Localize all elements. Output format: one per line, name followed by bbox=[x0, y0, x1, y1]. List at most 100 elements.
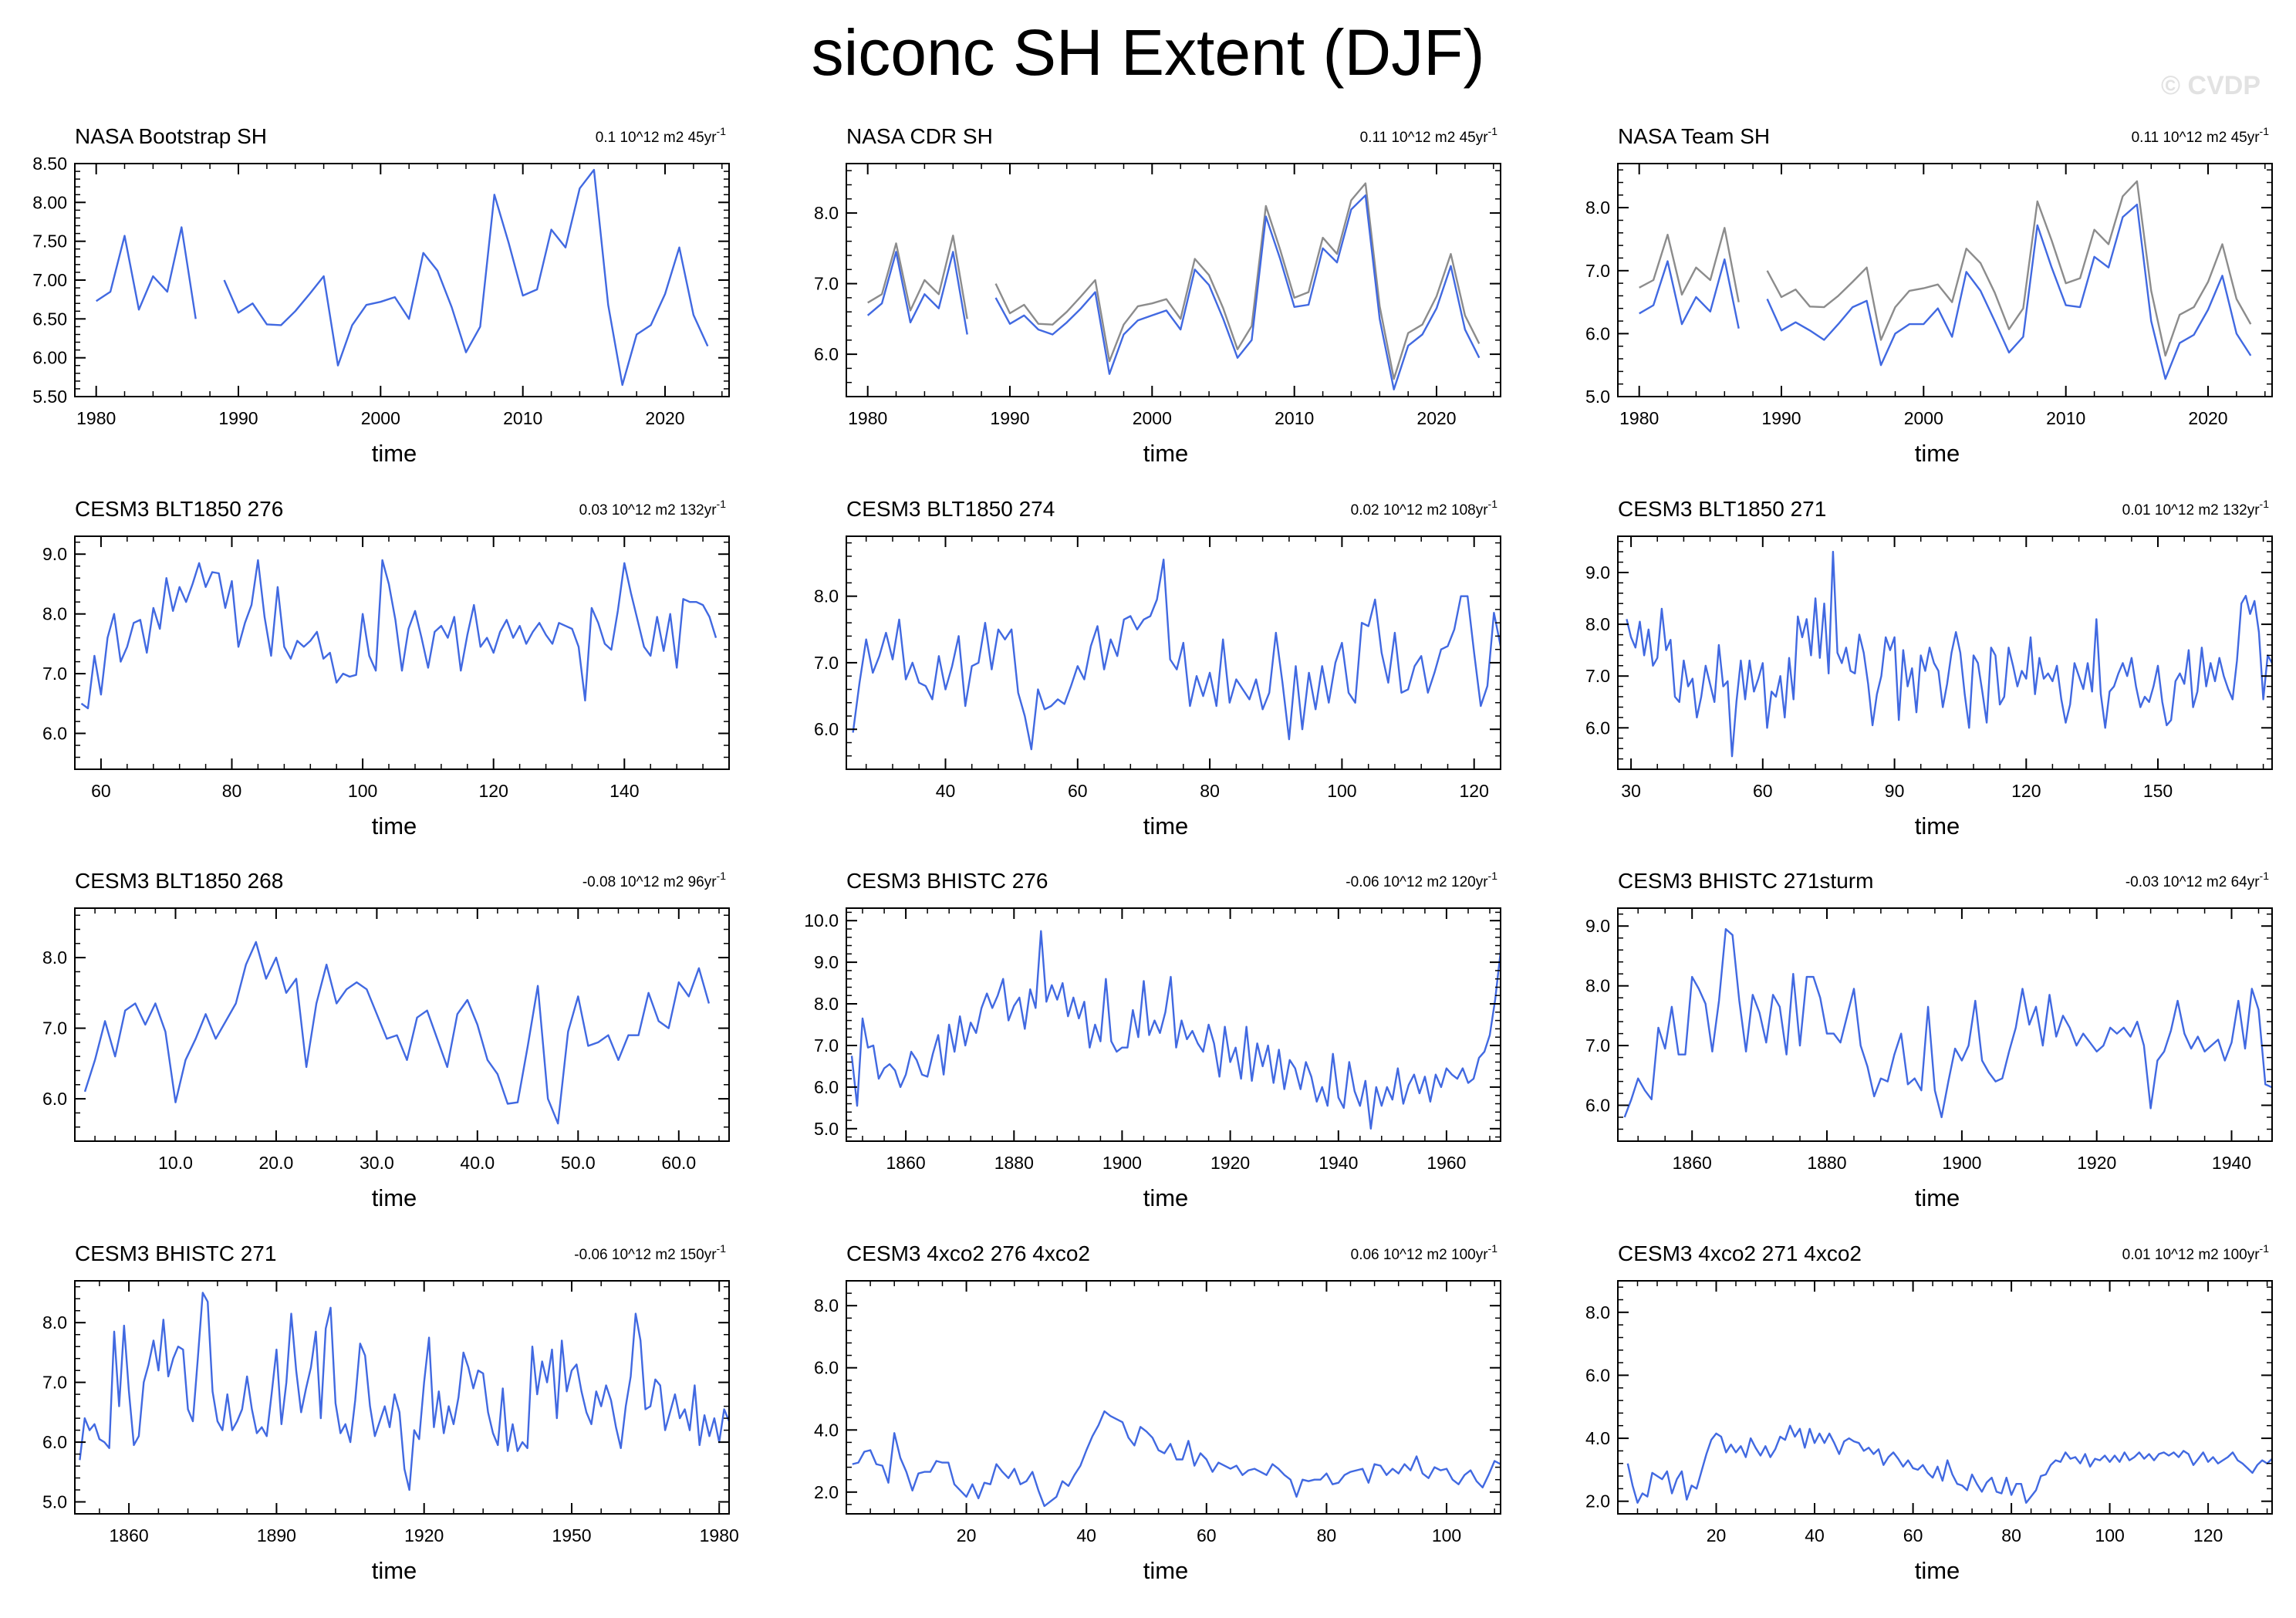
y-tick-label: 6.0 bbox=[814, 344, 839, 364]
x-tick-label: 1900 bbox=[1102, 1153, 1142, 1173]
x-axis-label: time bbox=[1915, 1557, 1960, 1584]
x-tick-label: 40 bbox=[1076, 1525, 1096, 1545]
chart-panel-7: CESM3 BLT1850 268 -0.08 10^12 m2 96yr-1 6.… bbox=[42, 869, 730, 1211]
y-tick-label: 6.0 bbox=[814, 1358, 839, 1378]
x-tick-label: 40.0 bbox=[460, 1153, 495, 1173]
x-axis-label: time bbox=[372, 812, 417, 839]
x-tick-label: 140 bbox=[609, 781, 639, 801]
plot-frame bbox=[846, 163, 1501, 397]
x-tick-label: 2010 bbox=[2046, 408, 2085, 428]
y-tick-label: 7.0 bbox=[42, 1373, 67, 1393]
x-tick-label: 60.0 bbox=[661, 1153, 696, 1173]
x-axis-label: time bbox=[1143, 440, 1189, 467]
y-tick-label: 6.0 bbox=[1585, 323, 1610, 343]
x-tick-label: 100 bbox=[348, 781, 377, 801]
y-tick-label: 8.0 bbox=[814, 1295, 839, 1316]
y-tick-label: 8.50 bbox=[32, 154, 67, 174]
figure-title: siconc SH Extent (DJF) bbox=[811, 16, 1485, 89]
trend-text: -0.03 10^12 m2 64yr bbox=[2125, 874, 2260, 890]
x-tick-label: 40 bbox=[1805, 1525, 1825, 1545]
plot-frame bbox=[846, 907, 1501, 1142]
x-tick-label: 1860 bbox=[886, 1153, 926, 1173]
x-tick-label: 1980 bbox=[848, 408, 887, 428]
panel-title: CESM3 BLT1850 274 bbox=[846, 497, 1055, 521]
y-tick-label: 2.0 bbox=[814, 1482, 839, 1502]
y-tick-label: 4.0 bbox=[814, 1420, 839, 1440]
x-tick-label: 1960 bbox=[1427, 1153, 1466, 1173]
x-tick-label: 1900 bbox=[1942, 1153, 1981, 1173]
chart-panel-12: CESM3 4xco2 271 4xco2 0.01 10^12 m2 100yr… bbox=[1585, 1241, 2273, 1584]
x-axis-label: time bbox=[372, 1557, 417, 1584]
trend-label: 0.01 10^12 m2 100yr-1 bbox=[2122, 1242, 2270, 1263]
y-tick-label: 7.0 bbox=[1585, 1035, 1610, 1056]
x-tick-label: 100 bbox=[2095, 1525, 2124, 1545]
x-tick-label: 2010 bbox=[1275, 408, 1314, 428]
y-tick-label: 2.0 bbox=[1585, 1491, 1610, 1512]
trend-exponent: -1 bbox=[717, 125, 727, 137]
series-line-nasa-team-sh bbox=[1639, 203, 2252, 380]
x-tick-label: 1860 bbox=[1673, 1153, 1712, 1173]
x-tick-label: 100 bbox=[1327, 781, 1356, 801]
trend-text: 0.03 10^12 m2 132yr bbox=[579, 502, 718, 519]
y-tick-label: 7.0 bbox=[42, 664, 67, 684]
x-axis-label: time bbox=[1143, 1184, 1189, 1211]
y-tick-label: 6.0 bbox=[814, 719, 839, 739]
y-tick-label: 10.0 bbox=[804, 910, 839, 931]
series-line-nasa-bootstrap-sh bbox=[867, 182, 1481, 380]
y-tick-label: 6.0 bbox=[1585, 1096, 1610, 1116]
x-tick-label: 2020 bbox=[2188, 408, 2227, 428]
y-tick-label: 6.0 bbox=[1585, 718, 1610, 738]
trend-label: 0.01 10^12 m2 132yr-1 bbox=[2122, 498, 2270, 519]
panel-title: CESM3 BHISTC 276 bbox=[846, 869, 1048, 893]
x-tick-label: 80 bbox=[222, 781, 242, 801]
x-tick-label: 80 bbox=[2001, 1525, 2021, 1545]
panel-title: CESM3 4xco2 276 4xco2 bbox=[846, 1241, 1090, 1265]
panel-title: NASA Bootstrap SH bbox=[75, 124, 267, 148]
chart-panel-11: CESM3 4xco2 276 4xco2 0.06 10^12 m2 100yr… bbox=[814, 1241, 1501, 1584]
y-tick-label: 7.0 bbox=[1585, 261, 1610, 281]
x-axis-label: time bbox=[1143, 1557, 1189, 1584]
y-tick-label: 6.0 bbox=[42, 1432, 67, 1452]
series-line-reference bbox=[783, 1370, 793, 1397]
series-line-cesm3-blt1850-271 bbox=[1626, 550, 2272, 758]
x-tick-label: 20.0 bbox=[259, 1153, 294, 1173]
trend-text: -0.08 10^12 m2 96yr bbox=[582, 874, 717, 890]
x-tick-label: 20 bbox=[957, 1525, 977, 1545]
x-axis-label: time bbox=[1915, 1184, 1960, 1211]
y-tick-label: 8.0 bbox=[42, 604, 67, 624]
cvdp-watermark: © CVDP bbox=[2161, 71, 2261, 100]
x-tick-label: 2000 bbox=[1904, 408, 1943, 428]
x-tick-label: 1880 bbox=[994, 1153, 1034, 1173]
x-axis-label: time bbox=[1143, 812, 1189, 839]
x-tick-label: 1860 bbox=[110, 1525, 149, 1545]
series-line-nasa-bootstrap-sh bbox=[1639, 180, 2252, 357]
y-tick-label: 8.0 bbox=[1585, 198, 1610, 218]
y-tick-label: 7.0 bbox=[42, 1018, 67, 1039]
panel-title: CESM3 BLT1850 276 bbox=[75, 497, 283, 521]
y-tick-label: 8.00 bbox=[32, 192, 67, 212]
x-axis-label: time bbox=[1915, 812, 1960, 839]
y-tick-label: 9.0 bbox=[1585, 916, 1610, 936]
series-line-cesm3-4xco2-271-4xco2 bbox=[1626, 1424, 2272, 1504]
x-tick-label: 50.0 bbox=[561, 1153, 596, 1173]
trend-exponent: -1 bbox=[1488, 1242, 1498, 1255]
chart-panel-1: NASA Bootstrap SH 0.1 10^12 m2 45yr-1 5.50… bbox=[32, 124, 730, 467]
plot-frame bbox=[74, 535, 730, 770]
y-tick-label: 7.0 bbox=[1585, 666, 1610, 686]
trend-exponent: -1 bbox=[2260, 870, 2270, 882]
x-tick-label: 1950 bbox=[552, 1525, 591, 1545]
plot-frame bbox=[846, 535, 1501, 770]
x-tick-label: 20 bbox=[1707, 1525, 1727, 1545]
y-tick-label: 9.0 bbox=[1585, 562, 1610, 583]
x-tick-label: 1990 bbox=[990, 408, 1029, 428]
x-tick-label: 30 bbox=[1621, 781, 1641, 801]
trend-label: 0.06 10^12 m2 100yr-1 bbox=[1351, 1242, 1498, 1263]
x-tick-label: 120 bbox=[479, 781, 508, 801]
chart-panel-3: NASA Team SH 0.11 10^12 m2 45yr-1 5.0 6.0 7.… bbox=[1585, 124, 2273, 467]
trend-label: -0.08 10^12 m2 96yr-1 bbox=[582, 870, 726, 890]
chart-panel-10: CESM3 BHISTC 271 -0.06 10^12 m2 150yr-1 5.… bbox=[42, 1241, 793, 1584]
x-tick-label: 1940 bbox=[2212, 1153, 2251, 1173]
series-line-nasa-bootstrap-sh bbox=[96, 168, 709, 387]
y-tick-label: 6.50 bbox=[32, 309, 67, 329]
